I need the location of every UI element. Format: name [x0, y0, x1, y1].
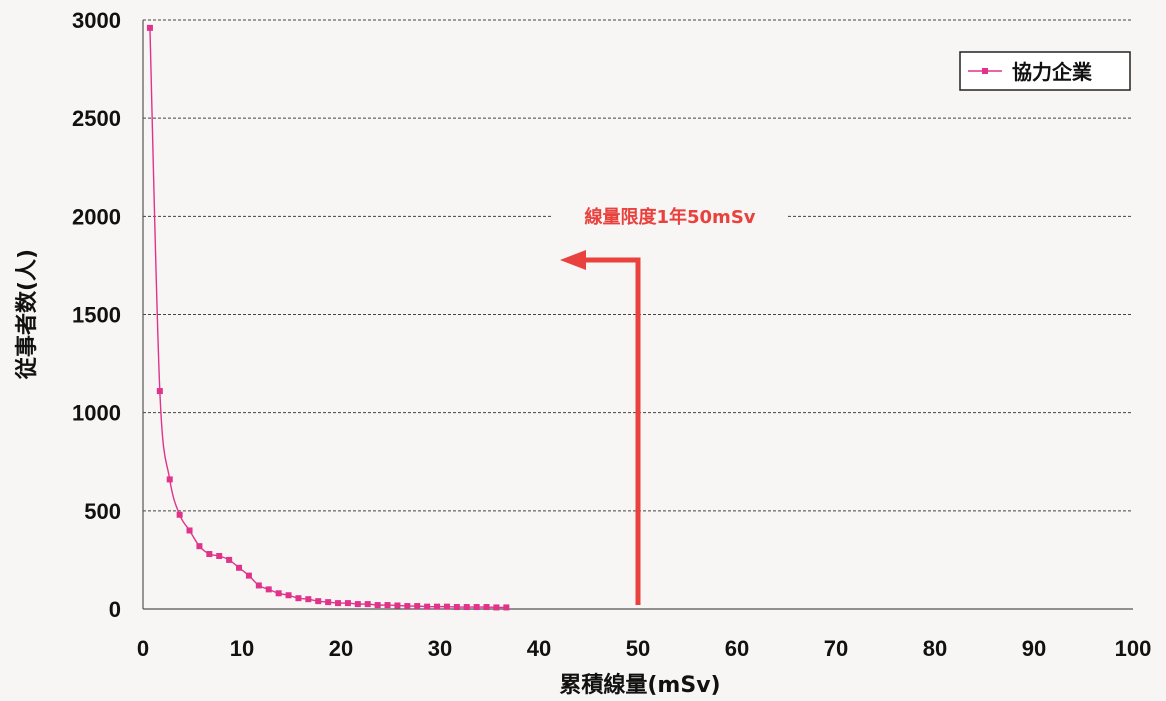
y-tick-label: 2000	[72, 204, 121, 229]
x-tick-label: 90	[1022, 636, 1046, 661]
x-tick-label: 20	[329, 636, 353, 661]
data-point	[443, 603, 450, 610]
series-group	[146, 24, 510, 611]
axes	[142, 20, 1133, 610]
y-tick-label: 1500	[72, 303, 121, 328]
limit-annotation: 線量限度1年50mSv	[552, 203, 788, 605]
data-point	[275, 590, 282, 597]
legend-marker-swatch	[982, 68, 988, 74]
x-tick-label: 70	[824, 636, 848, 661]
x-tick-label: 80	[923, 636, 947, 661]
y-tick-label: 2500	[72, 106, 121, 131]
x-axis-title: 累積線量(mSv)	[559, 672, 720, 698]
data-point	[156, 388, 163, 395]
data-point	[503, 604, 510, 611]
y-axis-title: 従事者数(人)	[14, 249, 40, 380]
y-tick-label: 0	[109, 597, 121, 622]
data-point	[344, 600, 351, 607]
data-point	[226, 556, 233, 563]
y-tick-label: 3000	[72, 8, 121, 33]
x-tick-label: 30	[428, 636, 452, 661]
data-point	[196, 543, 203, 550]
data-point	[414, 603, 421, 610]
data-point	[404, 603, 411, 610]
legend-label: 協力企業	[1012, 60, 1093, 84]
data-point	[325, 599, 332, 606]
y-tick-label: 1000	[72, 401, 121, 426]
data-point	[473, 604, 480, 611]
data-point	[146, 24, 153, 31]
data-point	[285, 592, 292, 599]
data-point	[335, 600, 342, 607]
data-point	[374, 602, 381, 609]
data-point	[166, 476, 173, 483]
data-point	[364, 601, 371, 608]
annotation-background	[552, 203, 788, 231]
y-tick-label: 500	[84, 499, 121, 524]
data-point	[176, 511, 183, 518]
data-point	[245, 572, 252, 579]
annotation-label: 線量限度1年50mSv	[584, 206, 755, 228]
series-markers	[146, 24, 510, 611]
annotation-arrow	[582, 257, 641, 605]
data-point	[265, 586, 272, 593]
x-tick-labels: 0 10 20 30 40 50 60 70 80 90 100	[137, 636, 1151, 661]
data-point	[453, 604, 460, 611]
data-point	[216, 552, 223, 559]
data-point	[206, 551, 213, 558]
data-point	[255, 582, 262, 589]
data-point	[424, 603, 431, 610]
data-point	[295, 595, 302, 602]
legend: 協力企業	[959, 51, 1131, 91]
x-tick-label: 40	[527, 636, 551, 661]
y-tick-labels: 0 500 1000 1500 2000 2500 3000	[72, 8, 121, 622]
data-point	[463, 604, 470, 611]
data-point	[236, 564, 243, 571]
data-point	[305, 596, 312, 603]
data-point	[384, 602, 391, 609]
x-tick-label: 50	[626, 636, 650, 661]
data-point	[483, 604, 490, 611]
data-point	[354, 601, 361, 608]
annotation-arrowhead	[560, 250, 586, 270]
data-point	[394, 602, 401, 609]
x-tick-label: 100	[1115, 636, 1152, 661]
x-tick-label: 10	[230, 636, 254, 661]
x-tick-label: 60	[725, 636, 749, 661]
series-line-kyoryoku	[149, 27, 507, 609]
data-point	[434, 603, 441, 610]
data-point	[186, 527, 193, 534]
data-point	[493, 604, 500, 611]
data-point	[315, 598, 322, 605]
x-tick-label: 0	[137, 636, 149, 661]
